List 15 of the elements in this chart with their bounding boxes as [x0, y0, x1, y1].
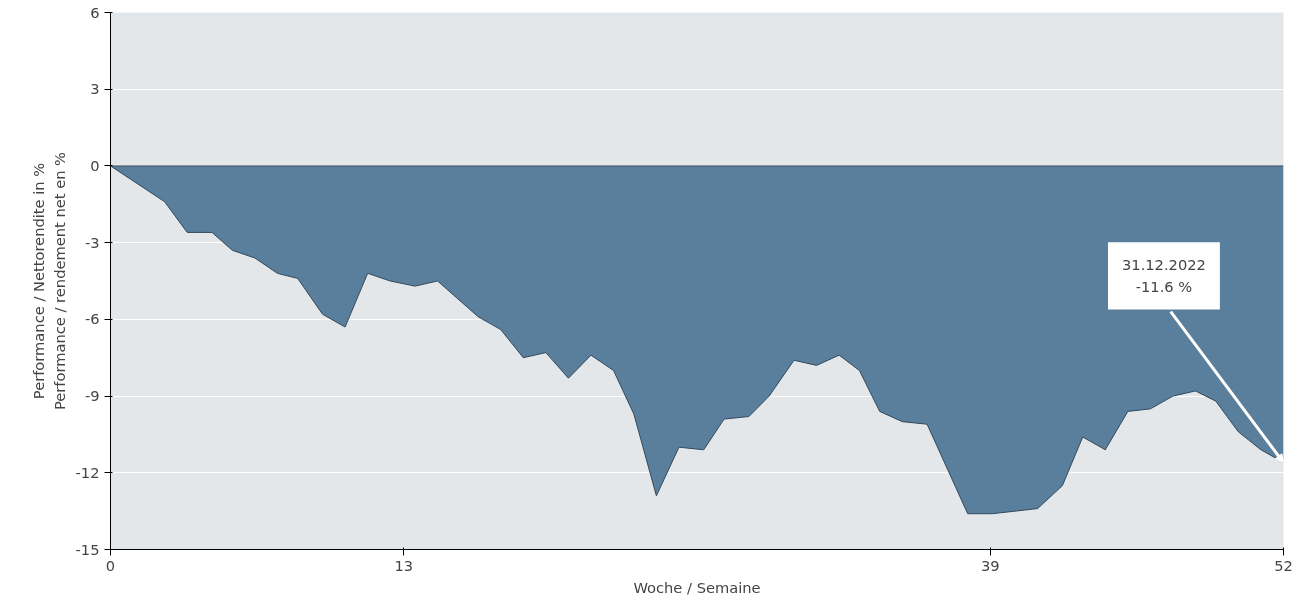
x-tick-label: 13 [394, 556, 414, 574]
y-tick-label: -15 [75, 540, 100, 558]
y-tick-label: 3 [90, 80, 100, 98]
y-tick-label: -6 [84, 310, 100, 328]
y-axis-title: Performance / Nettorendite in % Performance / rendement net en % [30, 151, 68, 411]
x-tick-label: 52 [1274, 556, 1293, 574]
y-tick-label: -3 [84, 233, 100, 251]
y-tick-label: -9 [84, 387, 100, 405]
y-tick-label: -12 [75, 463, 100, 481]
x-tick-label: 39 [980, 556, 1000, 574]
x-tick-label: 0 [105, 556, 116, 574]
y-tick-label: 6 [90, 3, 100, 21]
y-tick-label: 0 [90, 156, 100, 174]
annotation: 31.12.2022 -11.6 % [1121, 256, 1206, 296]
x-axis-title: Woche / Semaine [633, 578, 761, 596]
